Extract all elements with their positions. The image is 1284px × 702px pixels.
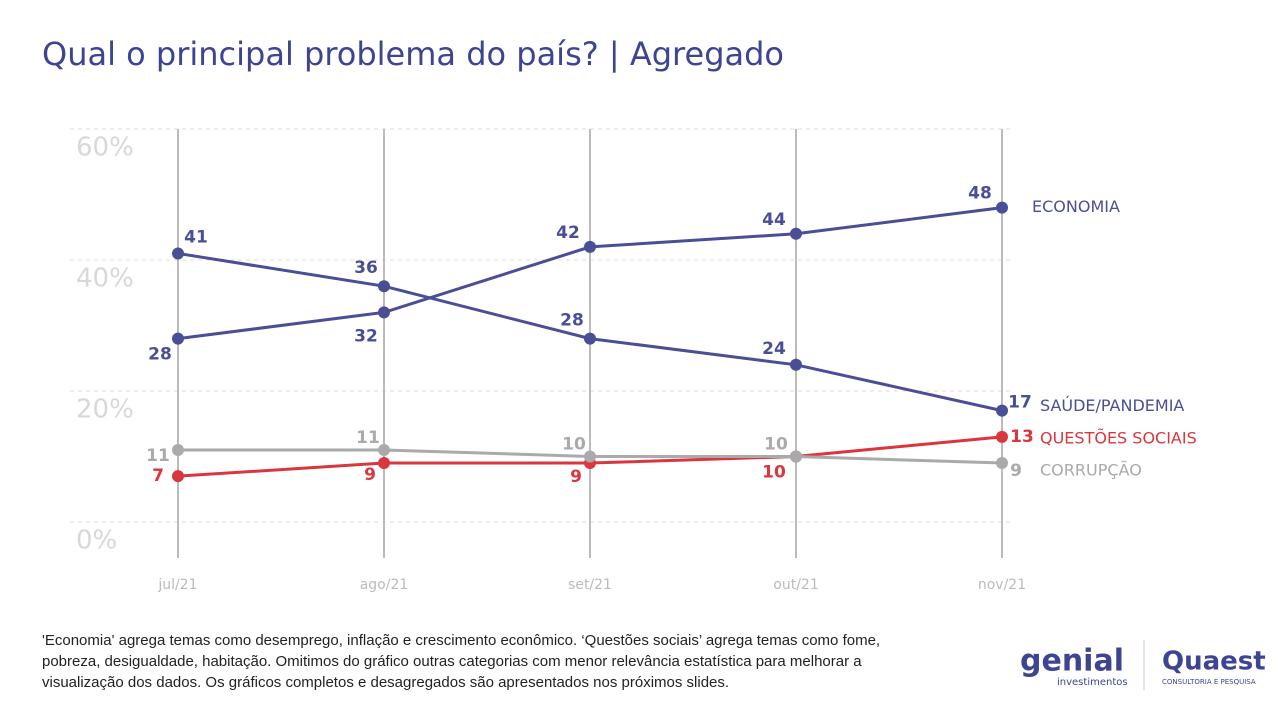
data-label: 28 <box>560 311 584 331</box>
x-tick-label: out/21 <box>773 577 818 593</box>
data-label: 32 <box>354 326 378 346</box>
data-label: 48 <box>968 184 992 204</box>
point <box>584 332 596 345</box>
point <box>378 306 390 319</box>
data-label: 9 <box>364 465 376 485</box>
series-label: CORRUPÇÃO <box>1040 461 1142 480</box>
data-label: 28 <box>148 345 172 365</box>
data-label: 10 <box>562 435 586 455</box>
footnote: 'Economia' agrega temas como desemprego,… <box>42 632 881 691</box>
logo-genial-sub: investimentos <box>1057 677 1128 688</box>
data-label: 10 <box>764 435 788 455</box>
series-label: SAÚDE/PANDEMIA <box>1040 396 1184 415</box>
point <box>378 280 390 293</box>
point <box>584 450 596 463</box>
x-tick-label: set/21 <box>568 577 612 593</box>
point <box>378 457 390 470</box>
data-label: 44 <box>762 210 786 230</box>
point <box>172 470 184 483</box>
chart-title: Qual o principal problema do país? | Agr… <box>42 35 784 73</box>
point <box>790 227 802 240</box>
data-label: 17 <box>1008 393 1032 413</box>
data-label: 11 <box>146 446 170 466</box>
logo-quaest-sub: CONSULTORIA E PESQUISA <box>1162 678 1256 686</box>
data-label: 42 <box>556 223 580 243</box>
y-tick-label: 0% <box>76 526 117 556</box>
logo-genial: genial <box>1020 644 1124 679</box>
x-tick-label: ago/21 <box>360 577 409 593</box>
data-label: 9 <box>1010 461 1022 481</box>
y-tick-label: 40% <box>76 264 134 294</box>
data-label: 41 <box>184 227 208 247</box>
point <box>790 358 802 371</box>
data-label: 9 <box>570 467 582 487</box>
point <box>996 457 1008 470</box>
point <box>996 430 1008 443</box>
point <box>378 443 390 456</box>
point <box>584 240 596 253</box>
y-tick-label: 60% <box>76 133 134 163</box>
data-label: 10 <box>762 463 786 483</box>
point <box>172 247 184 260</box>
data-label: 7 <box>152 466 164 486</box>
y-tick-label: 20% <box>76 395 134 425</box>
x-tick-label: jul/21 <box>157 577 197 593</box>
point <box>172 332 184 345</box>
point <box>790 450 802 463</box>
data-label: 13 <box>1010 427 1034 447</box>
series-label: QUESTÕES SOCIAIS <box>1040 428 1197 447</box>
point <box>996 404 1008 417</box>
series-label: ECONOMIA <box>1032 197 1120 216</box>
point <box>996 201 1008 214</box>
data-label: 24 <box>762 339 786 359</box>
data-label: 11 <box>356 428 380 448</box>
x-tick-label: nov/21 <box>978 577 1026 593</box>
data-label: 36 <box>354 258 378 278</box>
logo-quaest: Quaest <box>1162 647 1266 677</box>
point <box>172 443 184 456</box>
